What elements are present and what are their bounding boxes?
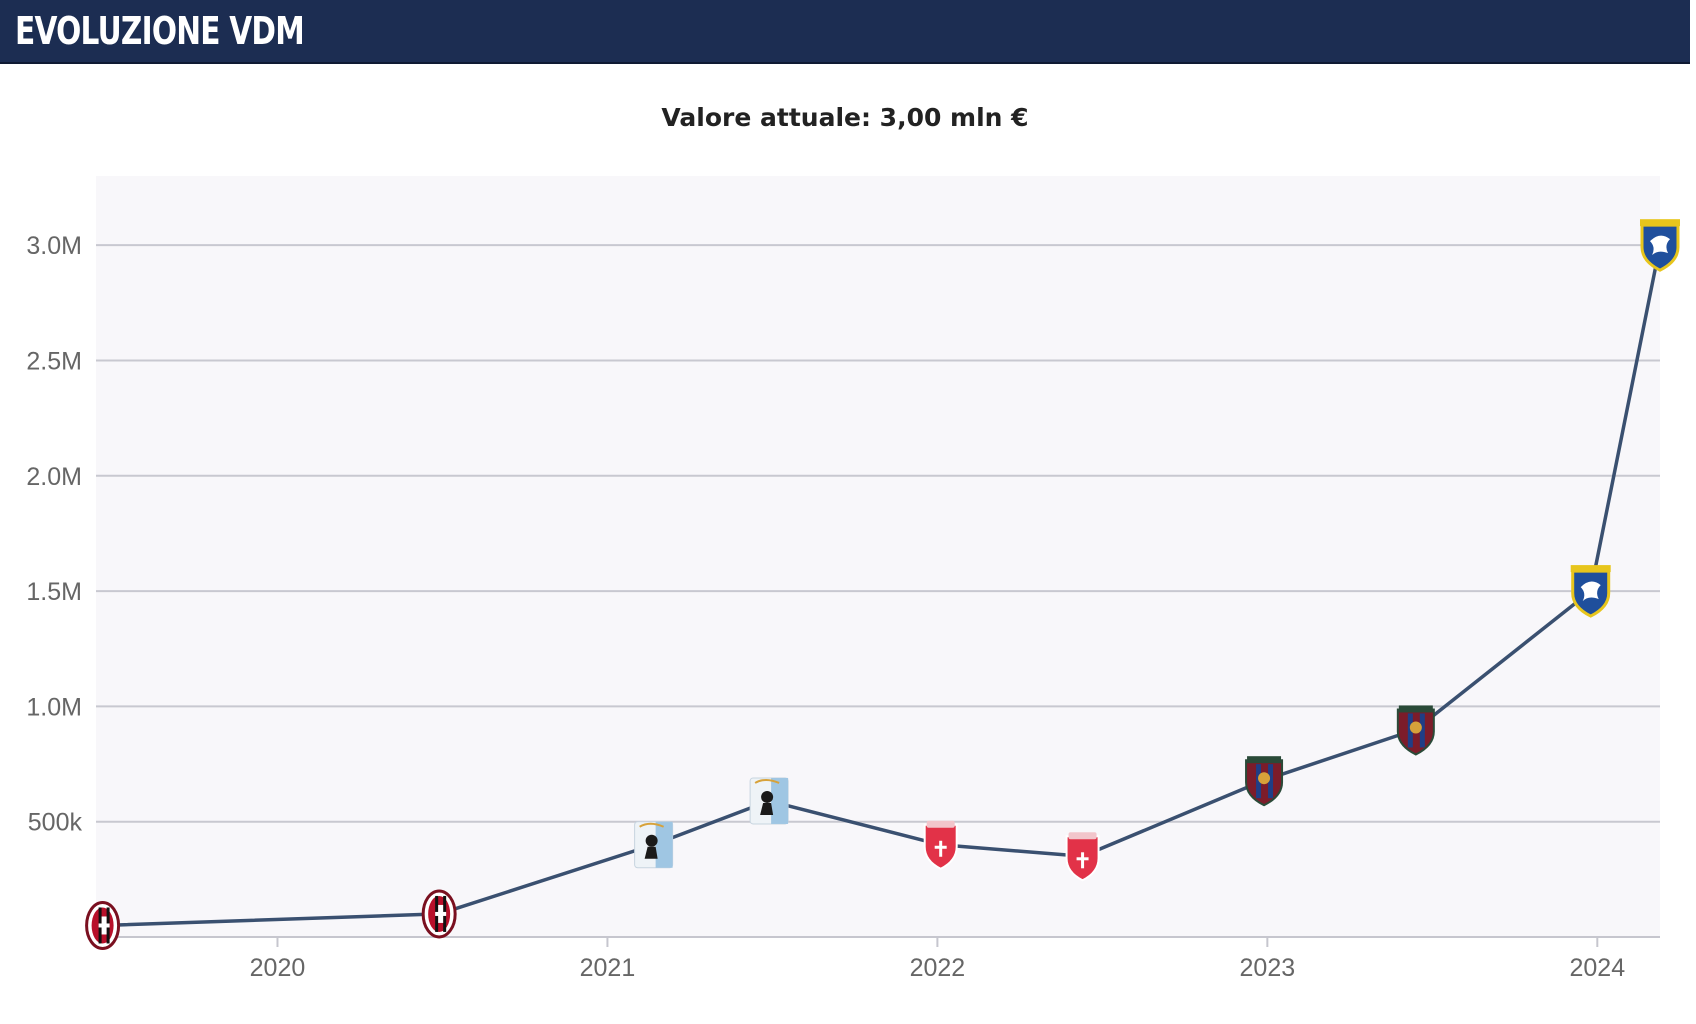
data-point-maroon-blue-crest[interactable] (1245, 756, 1284, 807)
data-point-red-white-crest[interactable] (1065, 832, 1100, 882)
data-point-blue-yellow-crest[interactable] (1640, 219, 1680, 272)
plot-area (96, 176, 1660, 937)
data-point-maroon-blue-crest[interactable] (1396, 705, 1435, 756)
data-point-lightblue-crest[interactable] (634, 821, 674, 869)
section-header: EVOLUZIONE VDM (0, 0, 1690, 64)
data-point-milan-crest[interactable] (85, 900, 121, 950)
y-tick-label: 1.5M (26, 578, 82, 606)
y-tick-label: 500k (28, 809, 83, 837)
x-tick-label: 2023 (1240, 954, 1296, 982)
chart-title: Valore attuale: 3,00 mln € (661, 103, 1029, 132)
y-tick-label: 3.0M (26, 232, 82, 260)
y-tick-label: 2.5M (26, 347, 82, 375)
data-point-red-white-crest[interactable] (923, 820, 958, 870)
data-point-blue-yellow-crest[interactable] (1570, 565, 1611, 618)
series-line (102, 244, 1662, 928)
x-tick-label: 2024 (1569, 954, 1625, 982)
section-title: EVOLUZIONE VDM (15, 9, 305, 53)
x-tick-label: 2020 (250, 954, 306, 982)
data-point-milan-crest[interactable] (421, 889, 457, 939)
x-tick-label: 2022 (910, 954, 966, 982)
y-tick-label: 2.0M (26, 463, 82, 491)
x-tick-label: 2021 (580, 954, 636, 982)
data-point-lightblue-crest[interactable] (749, 777, 789, 825)
y-tick-label: 1.0M (26, 693, 82, 721)
